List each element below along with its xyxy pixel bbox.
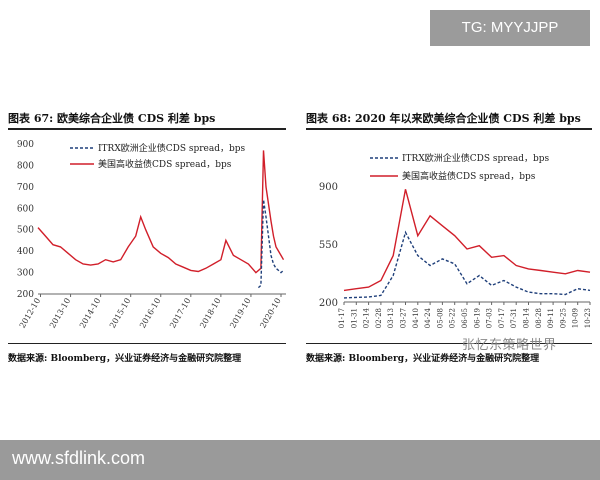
y-tick-label: 400 <box>17 247 34 257</box>
y-tick-label: 200 <box>17 290 34 300</box>
footer-url: www.sfdlink.com <box>12 448 146 468</box>
chart-left-bottom-rule <box>8 343 286 344</box>
y-tick-label: 900 <box>17 140 34 150</box>
x-tick-label: 05-22 <box>449 308 457 328</box>
x-tick-label: 03-27 <box>400 308 408 328</box>
legend-label: 美国高收益债CDS spread，bps <box>402 170 536 182</box>
x-tick-label: 02-14 <box>363 307 371 328</box>
telegram-banner: TG: MYYJJPP <box>430 10 590 46</box>
x-tick-label: 04-24 <box>424 307 432 328</box>
x-tick-label: 2017-10 <box>168 297 192 330</box>
x-tick-label: 05-08 <box>436 308 444 328</box>
chart-right-plot: 200 550 900 01-17 01-31 02-14 02-28 03-13 03-27 0… <box>319 152 592 328</box>
legend-label: 美国高收益债CDS spread，bps <box>98 158 232 170</box>
x-tick-label: 04-10 <box>412 308 420 328</box>
x-tick-label: 03-13 <box>387 308 395 328</box>
x-tick-label: 2016-10 <box>138 297 162 330</box>
chart-left-top-rule <box>8 128 286 130</box>
x-tick-label: 10-09 <box>572 308 580 328</box>
chart-right-bottom-rule <box>306 343 592 344</box>
y-tick-label: 700 <box>17 183 34 193</box>
x-tick-label: 2012-10 <box>18 297 42 330</box>
x-tick-label: 2013-10 <box>48 297 72 330</box>
x-tick-label: 10-23 <box>584 308 592 328</box>
chart-right-top-rule <box>306 128 592 130</box>
footer-banner: www.sfdlink.com <box>0 440 600 480</box>
chart-left-source: 数据来源: Bloomberg，兴业证券经济与金融研究院整理 <box>8 354 242 364</box>
x-tick-label: 2015-10 <box>108 297 132 330</box>
y-tick-label: 550 <box>319 240 338 251</box>
y-tick-label: 800 <box>17 161 34 171</box>
series-line <box>37 150 285 274</box>
x-tick-label: 06-19 <box>473 308 481 328</box>
x-tick-label: 01-31 <box>350 308 358 328</box>
x-tick-label: 01-17 <box>338 308 346 328</box>
series-line <box>343 189 591 292</box>
x-tick-label: 2014-10 <box>78 297 102 330</box>
x-tick-label: 09-11 <box>547 308 555 328</box>
x-tick-label: 07-31 <box>510 308 518 328</box>
y-tick-label: 500 <box>17 226 34 236</box>
y-tick-label: 200 <box>319 298 338 309</box>
legend-label: ITRX欧洲企业债CDS spread，bps <box>402 152 550 164</box>
y-tick-label: 900 <box>319 182 338 193</box>
series-line <box>343 230 591 299</box>
chart-right-source: 数据来源: Bloomberg，兴业证券经济与金融研究院整理 <box>306 354 540 364</box>
chart-right-title: 图表 68: 2020 年以来欧美综合企业债 CDS 利差 bps <box>306 112 581 125</box>
y-tick-label: 600 <box>17 204 34 214</box>
y-tick-label: 300 <box>17 269 34 279</box>
x-tick-label: 07-17 <box>498 308 506 328</box>
legend-label: ITRX欧洲企业债CDS spread，bps <box>98 142 246 154</box>
watermark: 张忆东策略世界 <box>462 338 557 353</box>
x-tick-label: 2020-10 <box>258 297 282 330</box>
x-tick-label: 06-05 <box>461 308 469 328</box>
x-tick-label: 08-14 <box>523 307 531 328</box>
x-tick-label: 02-28 <box>375 308 383 328</box>
series-line <box>257 199 284 289</box>
chart-left-title: 图表 67: 欧美综合企业债 CDS 利差 bps <box>8 112 216 125</box>
x-tick-label: 2018-10 <box>198 297 222 330</box>
x-tick-label: 07-03 <box>486 308 494 328</box>
x-tick-label: 08-28 <box>535 308 543 328</box>
x-tick-label: 2019-10 <box>228 297 252 330</box>
x-tick-label: 09-25 <box>559 308 567 328</box>
